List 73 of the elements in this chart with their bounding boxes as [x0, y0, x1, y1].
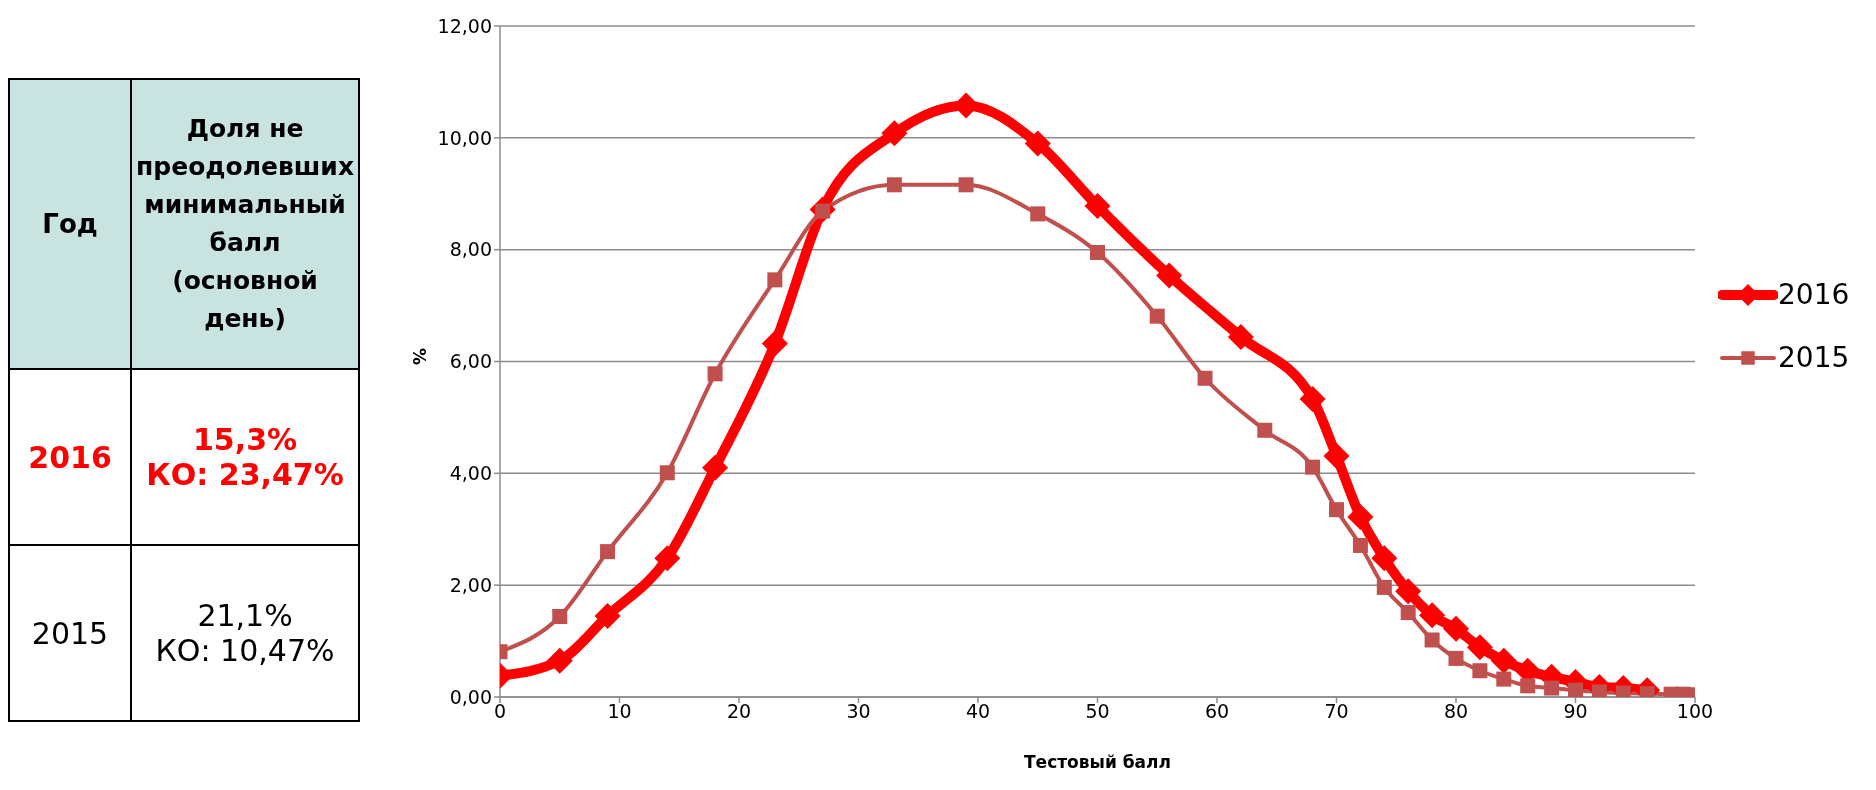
point: [1496, 671, 1512, 687]
y-tick-label: 12,00: [437, 14, 492, 37]
x-tick-label: 90: [1563, 700, 1588, 723]
point: [1448, 650, 1464, 666]
point: [1443, 615, 1469, 642]
x-tick-label: 0: [493, 700, 507, 723]
point: [1084, 193, 1111, 220]
point: [1352, 537, 1368, 553]
point: [707, 366, 723, 382]
point: [1395, 578, 1422, 605]
text: 15,3%: [192, 422, 299, 457]
text: Год: [41, 209, 99, 239]
point: [1030, 206, 1046, 222]
point: [1197, 370, 1213, 386]
y-tick-label: 8,00: [449, 238, 492, 261]
point: [1024, 130, 1051, 157]
point: [1424, 632, 1440, 648]
point: [654, 545, 681, 572]
point: [1419, 602, 1446, 629]
point: [1376, 579, 1392, 595]
y-tick-label: 0,00: [449, 685, 492, 708]
point: [1323, 443, 1350, 469]
legend-label: 2016: [1778, 278, 1850, 311]
point: [1299, 385, 1326, 412]
point: [1472, 663, 1488, 679]
point: [600, 544, 616, 560]
x-tick-label: 40: [965, 700, 991, 723]
point: [881, 120, 908, 147]
text: 2015: [30, 615, 110, 651]
point: [1257, 422, 1273, 438]
point: [1568, 682, 1583, 697]
point: [761, 330, 788, 357]
point: [1347, 503, 1374, 530]
text: КО: 10,47%: [154, 633, 336, 668]
x-tick-label: 70: [1324, 700, 1349, 723]
x-tick-label: 50: [1085, 700, 1110, 723]
y-tick-label: 6,00: [449, 350, 492, 373]
point: [1544, 680, 1560, 696]
point: [767, 272, 783, 288]
x-tick-label: 60: [1204, 700, 1230, 723]
x-tick-label: 20: [726, 700, 752, 723]
point: [1149, 308, 1165, 324]
x-axis-title: Тестовый балл: [1024, 752, 1171, 772]
point: [552, 608, 568, 624]
y-axis-title: %: [408, 348, 430, 366]
x-tick-label: 100: [1676, 700, 1714, 723]
point: [1329, 502, 1344, 518]
point: [1305, 459, 1321, 475]
point: [958, 177, 974, 193]
point: [1490, 647, 1517, 674]
point: [1371, 545, 1398, 572]
point: [546, 647, 573, 674]
point: [1156, 262, 1183, 289]
legend-label: 2015: [1778, 341, 1850, 374]
text: 21,1%: [196, 598, 294, 633]
x-tick-label: 80: [1443, 700, 1469, 723]
point: [702, 454, 729, 481]
x-tick-label: 10: [607, 700, 632, 723]
point: [1090, 244, 1105, 260]
y-tick-label: 2,00: [449, 573, 492, 596]
x-tick-label: 30: [846, 700, 871, 723]
point: [1520, 678, 1536, 694]
point: [594, 602, 621, 629]
point: [886, 177, 902, 193]
point: [1466, 634, 1493, 661]
point: [1227, 323, 1254, 350]
text: КО: 23,47%: [145, 457, 345, 492]
y-tick-label: 10,00: [437, 126, 492, 149]
text: 2016: [27, 439, 113, 475]
point: [659, 465, 675, 481]
y-tick-label: 4,00: [449, 462, 492, 485]
text: Доля не преодолевших минимальный балл (основной день): [136, 113, 355, 335]
point: [1400, 605, 1416, 621]
